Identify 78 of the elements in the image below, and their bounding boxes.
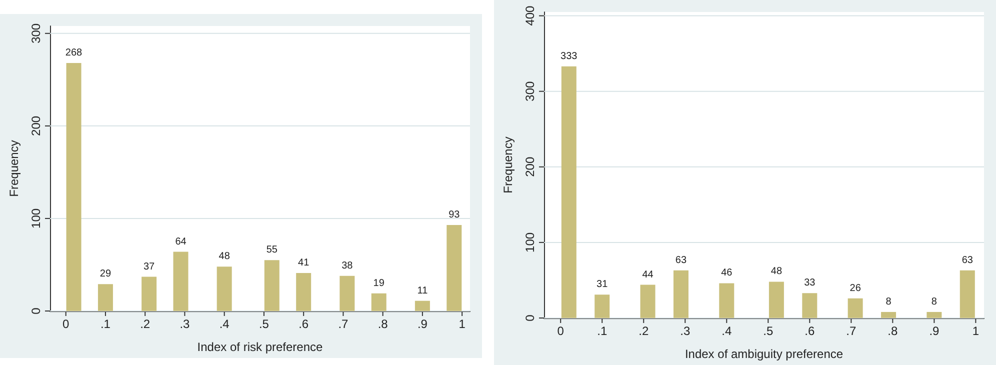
bar (414, 300, 430, 311)
bar (340, 276, 355, 311)
bar (173, 252, 188, 311)
x-tick-label: .5 (763, 324, 774, 338)
x-tick-label: .3 (680, 324, 690, 338)
data-label: 93 (448, 209, 460, 220)
bar (673, 270, 688, 318)
data-label: 44 (642, 269, 654, 280)
x-axis-title: Index of risk preference (197, 340, 324, 354)
bar (561, 66, 576, 318)
x-tick-label: .2 (140, 317, 150, 331)
x-tick-label: .1 (100, 317, 111, 331)
bar (371, 293, 386, 311)
data-label: 63 (962, 254, 974, 266)
y-tick-label: 400 (523, 5, 537, 26)
x-tick-label: 1 (972, 324, 980, 338)
y-tick-label: 300 (523, 81, 537, 102)
x-tick-label: .6 (298, 317, 309, 331)
x-tick-label: .7 (846, 324, 856, 338)
bar (296, 273, 312, 311)
data-label: 63 (675, 254, 687, 266)
data-label: 41 (298, 258, 310, 269)
bar (98, 284, 113, 311)
x-tick-label: .4 (722, 324, 732, 338)
bar (960, 270, 975, 318)
bar (264, 260, 280, 311)
data-label: 48 (770, 266, 782, 278)
x-tick-label: .9 (417, 317, 428, 331)
data-label: 8 (886, 296, 892, 308)
data-label: 29 (100, 268, 112, 280)
y-tick-label: 100 (523, 232, 537, 252)
y-tick-label: 300 (29, 23, 43, 44)
data-label: 333 (560, 50, 578, 62)
bar (142, 276, 157, 311)
x-tick-label: .1 (597, 324, 608, 338)
x-tick-label: 0 (557, 324, 564, 338)
bar (848, 298, 863, 318)
bar (719, 283, 734, 318)
bar (926, 312, 942, 318)
x-axis-title: Index of ambiguity preference (684, 347, 844, 361)
data-label: 11 (417, 285, 428, 296)
x-tick-label: .4 (219, 317, 230, 331)
data-label: 48 (218, 251, 230, 262)
bar (446, 224, 462, 311)
x-tick-label: .9 (929, 324, 940, 338)
y-axis-title: Frequency (501, 136, 515, 194)
y-tick-label: 200 (523, 156, 537, 177)
data-label: 38 (342, 260, 354, 272)
x-tick-label: 0 (62, 317, 70, 331)
y-tick-label: 100 (29, 208, 43, 228)
bar (881, 312, 896, 318)
x-tick-label: .3 (180, 317, 190, 331)
x-tick-label: 1 (458, 317, 466, 331)
y-tick-label: 0 (29, 307, 43, 314)
data-label: 33 (804, 278, 816, 289)
x-tick-label: .7 (338, 317, 349, 331)
bar (594, 294, 610, 318)
bar (66, 63, 82, 311)
bar (768, 282, 784, 318)
data-label: 8 (931, 296, 938, 308)
x-tick-label: .2 (638, 324, 649, 338)
data-label: 64 (175, 236, 187, 248)
x-tick-label: .8 (888, 324, 898, 338)
bar (802, 293, 818, 318)
bar (216, 266, 232, 311)
data-label: 26 (850, 282, 862, 294)
x-tick-label: .6 (804, 324, 815, 338)
data-label: 46 (721, 268, 733, 279)
y-tick-label: 200 (29, 116, 43, 136)
data-label: 19 (373, 278, 385, 289)
data-label: 37 (143, 261, 156, 272)
y-axis-title: Frequency (7, 140, 21, 197)
data-label: 31 (596, 279, 608, 290)
x-tick-label: .5 (258, 317, 270, 331)
x-tick-label: .8 (378, 317, 388, 331)
data-label: 268 (65, 48, 83, 59)
bar (640, 284, 656, 318)
data-label: 55 (266, 244, 278, 256)
